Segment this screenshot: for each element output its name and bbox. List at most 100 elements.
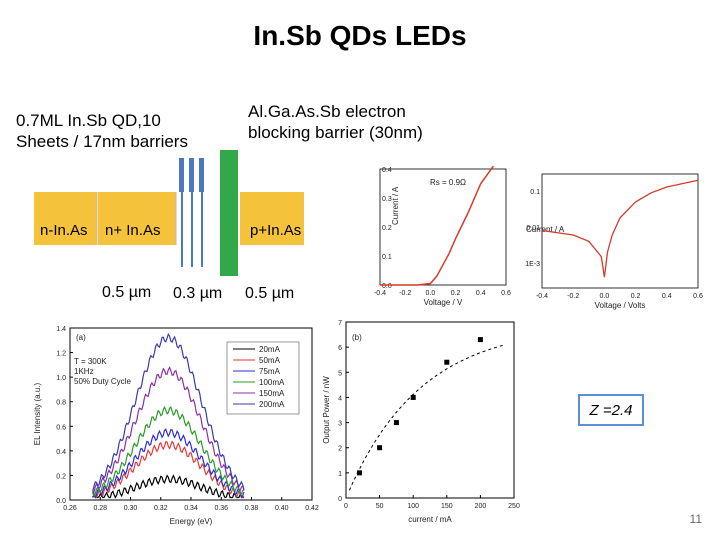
power-x-tick-label: 50 [376,503,384,510]
el-legend-entry: 100mA [259,378,285,387]
z-value: Z =2.4 [589,401,633,419]
power-y-tick-label: 1 [338,471,342,478]
el-spectra-chart: 0.26 0.28 0.30 0.32 0.34 0.36 0.38 0.40 0.42 0.0 0… [33,326,319,526]
power-data-point [356,470,362,476]
ivlog-y-tick-label: 0.01 [526,225,540,232]
el-series-line [92,332,245,492]
power-x-tick-label: 150 [441,503,453,510]
el-x-tick-label: 0.34 [184,505,198,512]
power-y-tick-label: 2 [338,446,342,453]
el-series-line [92,365,245,494]
ivlog-x-tick-label: 0.0 [600,293,610,300]
iv-x-tick-label: 0.4 [476,290,486,297]
el-condition-label: 50% Duty Cycle [74,377,131,386]
iv-log-chart: -0.4 -0.2 0.0 0.2 0.4 0.6 0.1 0.01 1E-3 Voltage /… [525,173,703,310]
power-x-tick-label: 100 [407,503,419,510]
device-structure-diagram [34,150,304,276]
iv-y-tick-label: 0.1 [382,254,392,261]
ivlog-x-tick-label: 0.4 [662,293,672,300]
ivlog-x-tick-label: 0.6 [693,293,703,300]
power-x-tick-label: 200 [475,503,487,510]
el-legend-entry: 50mA [259,356,281,365]
iv-x-tick-label: -0.4 [374,290,386,297]
ivlog-x-tick-label: 0.2 [631,293,641,300]
power-y-tick-label: 6 [338,345,342,352]
power-data-point [477,337,483,343]
iv-x-tick-label: 0.0 [426,290,436,297]
power-y-tick-label: 4 [338,395,342,402]
iv-y-tick-label: 0.2 [382,225,392,232]
iv-y-tick-label: 0.0 [382,283,392,290]
el-series-line [92,428,245,499]
z-value-box: Z =2.4 [578,394,644,426]
el-condition-label: T = 300K [74,357,107,366]
el-legend-entry: 200mA [259,400,285,409]
iv-y-axis-label: Current / A [391,186,400,225]
power-x-axis-label: current / mA [408,515,452,524]
iv-y-tick-label: 0.4 [382,167,392,174]
el-x-tick-label: 0.38 [245,505,259,512]
output-power-chart: 0 50 100 150 200 250 0 1 2 3 4 5 6 7 current / mA Outpu… [322,320,520,524]
power-data-point [410,394,416,400]
power-y-tick-label: 0 [338,496,342,503]
el-series-line [92,474,244,499]
ivlog-y-tick-label: 0.1 [530,189,540,196]
el-x-tick-label: 0.26 [63,505,77,512]
el-y-tick-label: 0.8 [56,400,66,407]
iv-x-tick-label: -0.2 [399,290,411,297]
el-y-tick-label: 0.4 [56,449,66,456]
el-series-line [92,440,245,499]
ivlog-y-tick-label: 1E-3 [525,261,540,268]
el-x-tick-label: 0.40 [275,505,289,512]
iv-linear-chart: -0.4 -0.2 0.0 0.2 0.4 0.6 0.0 0.1 0.2 0.3 0.4 Volta… [374,165,511,307]
power-y-tick-label: 3 [338,421,342,428]
iv-x-tick-label: 0.6 [501,290,511,297]
qd-annotation: 0.7ML In.Sb QD,10 Sheets / 17nm barriers [16,111,188,151]
dimension-middle: 0.3 µm [173,285,223,302]
page-number: 11 [689,512,702,526]
el-y-tick-label: 1.0 [56,375,66,382]
power-x-tick-label: 250 [508,503,520,510]
dimension-left: 0.5 µm [102,284,152,301]
el-y-tick-label: 1.4 [56,326,66,333]
power-data-point [377,445,383,451]
power-y-tick-label: 5 [338,370,342,377]
iv-x-tick-label: 0.2 [451,290,461,297]
qd-stripes [179,158,204,267]
el-y-tick-label: 0.0 [56,498,66,505]
dimension-right: 0.5 µm [245,285,295,302]
band-label-p: p+In.As [250,222,302,239]
el-x-tick-label: 0.42 [305,505,319,512]
nplus-inas-layer [98,192,176,245]
n-inas-layer [34,192,97,245]
el-legend-box [226,341,300,415]
iv-x-axis-label: Voltage / V [424,298,463,307]
power-x-tick-label: 0 [344,503,348,510]
el-legend-entry: 20mA [259,345,281,354]
ivlog-curve [541,179,699,278]
power-data-point [393,420,399,426]
el-y-tick-label: 0.6 [56,424,66,431]
power-fit-line [348,344,505,491]
el-legend-entry: 75mA [259,367,281,376]
el-x-tick-label: 0.28 [93,505,107,512]
el-y-axis-label: EL Intensity (a.u.) [33,382,42,445]
slide-title: In.Sb QDs LEDs [253,20,467,51]
band-label-n: n-In.As [40,222,88,239]
power-panel-label: (b) [352,333,362,342]
iv-rs-annotation: Rs = 0.9Ω [430,178,466,187]
ivlog-x-tick-label: -0.4 [536,293,548,300]
ivlog-x-tick-label: -0.2 [567,293,579,300]
el-x-axis-label: Energy (eV) [170,517,213,526]
el-y-tick-label: 1.2 [56,351,66,358]
algaassb-barrier [220,150,238,276]
power-data-point [444,359,450,365]
el-legend-entry: 150mA [259,389,285,398]
iv-curve [380,165,495,286]
ivlog-y-axis-label: Current / A [526,225,565,234]
power-y-tick-label: 7 [338,320,342,327]
el-condition-label: 1KHz [74,367,94,376]
el-x-tick-label: 0.30 [124,505,138,512]
el-panel-label: (a) [76,333,86,342]
iv-plot-frame [379,168,507,286]
